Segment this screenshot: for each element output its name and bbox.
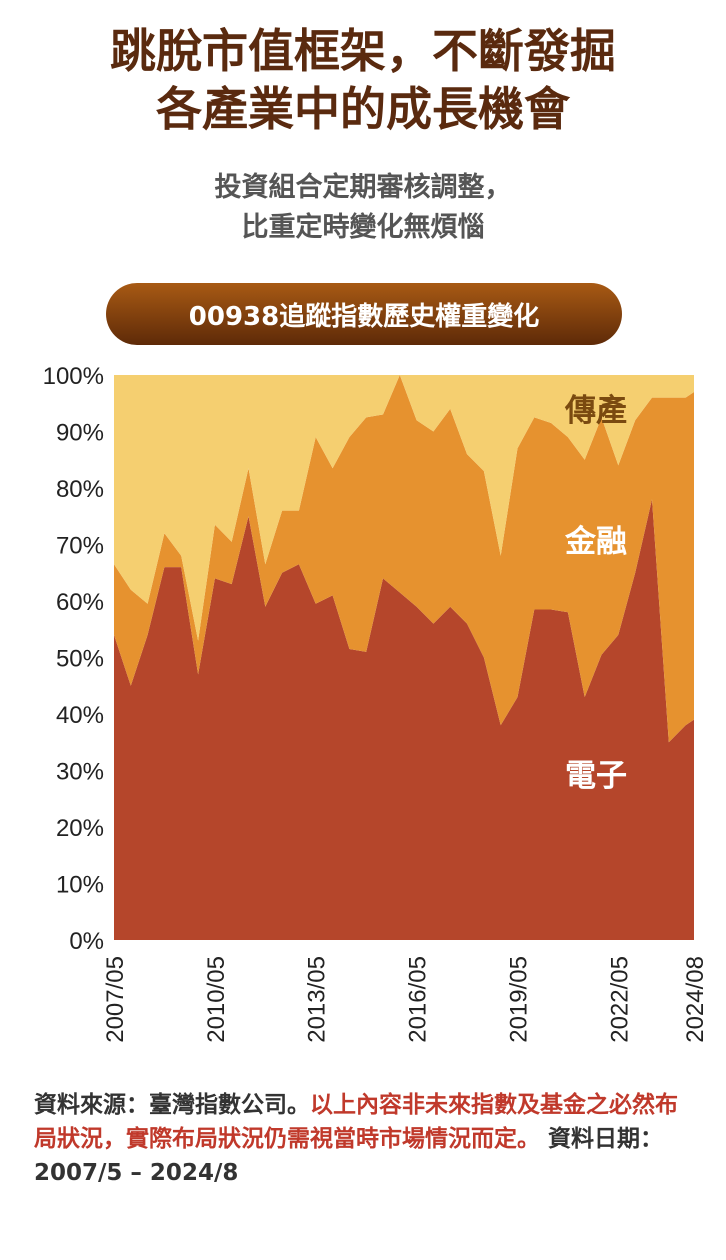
x-tick-label: 2019/05	[505, 956, 532, 1043]
area-series-finance	[114, 375, 694, 743]
source-note: 資料來源：臺灣指數公司。以上內容非未來指數及基金之必然布局狀況，實際布局狀況仍需…	[34, 1088, 700, 1190]
y-tick-label: 30%	[56, 759, 104, 786]
y-tick-label: 20%	[56, 815, 104, 842]
y-tick-label: 100%	[43, 363, 104, 390]
area-series-traditional	[114, 375, 694, 641]
headline-line-2: 各產業中的成長機會	[156, 82, 570, 136]
subheading-line-2: 比重定時變化無煩惱	[241, 212, 485, 243]
y-tick-label: 60%	[56, 589, 104, 616]
y-tick-label: 50%	[56, 646, 104, 673]
x-tick-label: 2007/05	[102, 956, 129, 1043]
area-series-electronics	[114, 499, 694, 940]
series-label-electronics: 電子	[565, 758, 627, 794]
y-tick-label: 90%	[56, 420, 104, 447]
headline-line-1: 跳脫市值框架，不斷發掘	[110, 24, 616, 78]
chart-banner: 00938追蹤指數歷史權重變化	[106, 283, 622, 345]
headline: 跳脫市值框架，不斷發掘 各產業中的成長機會	[0, 22, 726, 138]
y-tick-label: 80%	[56, 476, 104, 503]
x-tick-label: 2013/05	[304, 956, 331, 1043]
x-tick-label: 2016/05	[405, 956, 432, 1043]
x-tick-label: 2022/05	[606, 956, 633, 1043]
y-tick-label: 40%	[56, 702, 104, 729]
data-date-text: 資料日期：2007/5 – 2024/8	[34, 1126, 664, 1186]
y-tick-label: 10%	[56, 872, 104, 899]
y-tick-label: 70%	[56, 533, 104, 560]
disclaimer-text: 以上內容非未來指數及基金之必然布局狀況，實際布局狀況仍需視當時市場情況而定。	[34, 1092, 678, 1152]
weight-area-chart: 0% 10% 20% 30% 40% 50% 60% 70% 80% 90% 100% 2007/05…	[43, 363, 709, 1043]
x-tick-label: 2024/08	[682, 956, 709, 1043]
source-text: 資料來源：臺灣指數公司。	[34, 1092, 310, 1118]
subheading: 投資組合定期審核調整， 比重定時變化無煩惱	[0, 168, 726, 248]
y-tick-label: 0%	[69, 928, 104, 955]
x-tick-label: 2010/05	[203, 956, 230, 1043]
series-label-finance: 金融	[564, 524, 627, 560]
series-label-traditional: 傳產	[564, 393, 627, 429]
subheading-line-1: 投資組合定期審核調整，	[214, 172, 512, 203]
